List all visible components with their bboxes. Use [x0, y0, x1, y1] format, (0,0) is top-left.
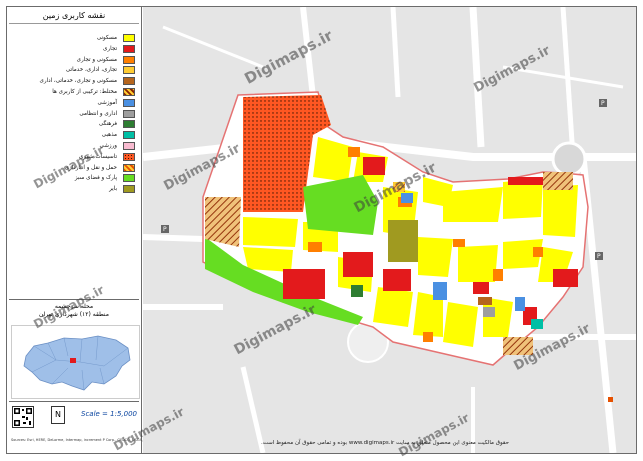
legend-label: مسکونی و تجاری، خدماتی، اداری	[39, 78, 117, 85]
inset-title-line2: منطقه (۱۲) شهرداری تهران	[39, 311, 109, 318]
parcel-mixed-use	[205, 197, 241, 247]
tehran-outline	[23, 335, 131, 391]
legend-item: اداری و انتظامی	[9, 109, 139, 120]
inset-map-graphic	[12, 326, 139, 398]
legend-item: تجاری، اداری، خدماتی	[9, 65, 139, 76]
parcel-office-service	[393, 182, 405, 192]
legend-swatch	[123, 55, 135, 64]
parcel-administrative	[483, 307, 495, 317]
parcel-park-strip	[205, 237, 363, 325]
legend-label: پارک و فضای سبز	[74, 175, 117, 182]
legend-item: ورزشی	[9, 141, 139, 152]
parcel-education	[433, 282, 447, 300]
parcel-utilities	[243, 95, 331, 212]
legend-item: مختلط: ترکیبی از کاربری ها	[9, 87, 139, 98]
legend-swatch	[123, 174, 135, 183]
legend-swatch	[123, 77, 135, 86]
legend-list: مسکونی تجاری مسکونی و تجاری تجاری، اداری، خ…	[9, 33, 139, 195]
parcel-vacant	[388, 220, 418, 262]
inset-map	[11, 325, 140, 399]
legend-item: مسکونی و تجاری، خدماتی، اداری	[9, 76, 139, 87]
legend-swatch	[123, 87, 135, 96]
legend-swatch	[123, 66, 135, 75]
legend-swatch	[123, 44, 135, 53]
inset-title: محله سرچشمه منطقه (۱۲) شهرداری تهران	[9, 299, 139, 319]
study-area-marker	[70, 358, 76, 363]
legend-item: مسکونی	[9, 33, 139, 44]
scale-block: N Scale = 1:5,000 Sources: Esri, HERE, D…	[9, 401, 257, 450]
svg-text:P: P	[163, 226, 167, 233]
parcel-mixed-use-2	[543, 172, 573, 190]
legend-item: پارک و فضای سبز	[9, 173, 139, 184]
legend-swatch	[123, 185, 135, 194]
svg-text:P: P	[601, 100, 605, 107]
legend-item: مذهبی	[9, 130, 139, 141]
parking-icon: P P P	[161, 99, 607, 260]
legend-label: مذهبی	[101, 132, 117, 139]
legend-label: مسکونی	[96, 35, 117, 41]
legend-label: اداری و انتظامی	[79, 110, 117, 117]
source-credit: Sources: Esri, HERE, DeLorme, Intermap, …	[11, 438, 257, 442]
map-canvas: P P P	[143, 7, 636, 453]
map-frame: نقشه کاربری زمین مسکونی تجاری مسکونی و تجا…	[6, 6, 637, 454]
parcel-education-2	[515, 297, 525, 311]
legend-swatch	[123, 131, 135, 140]
inset-title-line1: محله سرچشمه	[54, 303, 94, 310]
parcel-green-space	[303, 175, 378, 235]
parcel-religious	[531, 319, 543, 329]
legend-item: آموزشی	[9, 98, 139, 109]
parcel-cultural	[351, 285, 363, 297]
legend-item: بایر	[9, 184, 139, 195]
legend-label: حمل و نقل و انبارداری	[64, 164, 117, 171]
north-arrow-icon: N	[51, 406, 65, 424]
legend-swatch	[123, 120, 135, 129]
legend-label: ورزشی	[99, 142, 117, 149]
svg-text:P: P	[597, 253, 601, 260]
land-use-map[interactable]: P P P	[143, 7, 636, 453]
parcel-education-3	[401, 193, 413, 203]
legend-swatch	[123, 34, 135, 42]
legend-swatch	[123, 152, 135, 161]
legend-title: نقشه کاربری زمین	[9, 9, 139, 24]
legend-label: آموزشی	[97, 99, 118, 106]
legend-swatch	[123, 163, 135, 172]
legend-label: مختلط: ترکیبی از کاربری ها	[52, 88, 117, 95]
roundabout	[551, 141, 587, 177]
marker	[608, 397, 613, 402]
scale-label: Scale = 1:5,000	[81, 410, 137, 418]
legend-item: تجاری	[9, 44, 139, 55]
parcel-mixed-use-3	[503, 337, 533, 355]
legend-swatch	[123, 98, 135, 107]
copyright-footer: حقوق مالکیت معنوی این محصول متعلق به سای…	[260, 440, 510, 446]
legend-label: تاسیسات شهری	[78, 153, 117, 160]
commercial-parcels	[283, 157, 578, 325]
legend-label: تجاری	[103, 45, 117, 52]
legend-item: مسکونی و تجاری	[9, 55, 139, 66]
legend-item: تاسیسات شهری	[9, 152, 139, 163]
legend-label: فرهنگی	[98, 121, 117, 128]
legend-label: مسکونی و تجاری	[76, 56, 117, 63]
legend-swatch	[123, 109, 135, 118]
legend-panel: نقشه کاربری زمین مسکونی تجاری مسکونی و تجا…	[7, 7, 257, 453]
legend-label: تجاری، اداری، خدماتی	[65, 67, 117, 74]
legend-item: حمل و نقل و انبارداری	[9, 163, 139, 174]
legend-item: فرهنگی	[9, 119, 139, 130]
legend-label: بایر	[109, 186, 117, 193]
qr-code-icon[interactable]	[12, 406, 34, 428]
legend-swatch	[123, 141, 135, 150]
parcel-mixed-service	[478, 297, 492, 305]
